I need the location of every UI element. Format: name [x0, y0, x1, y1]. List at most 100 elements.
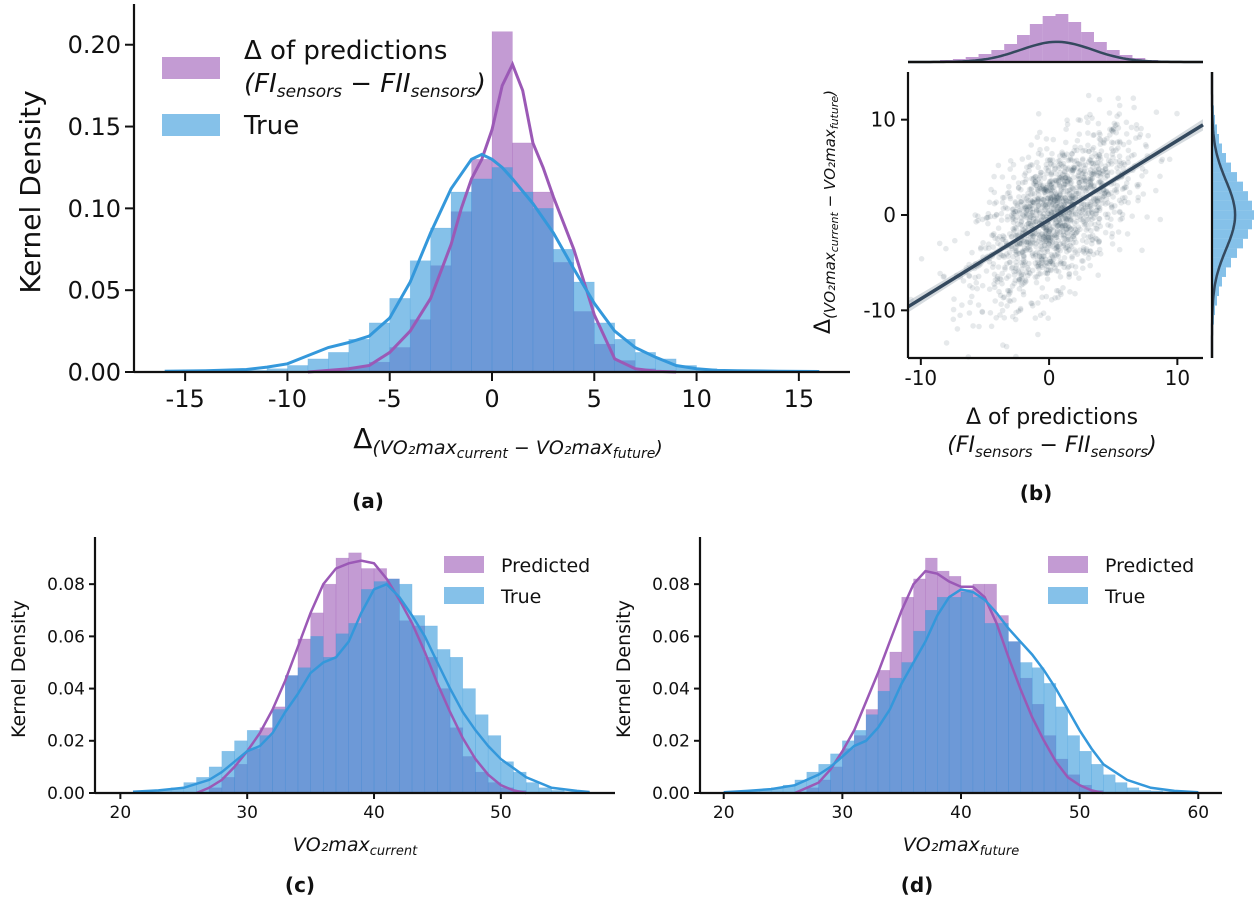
scatter-point — [1012, 247, 1018, 254]
scatter-point — [1040, 187, 1047, 194]
hist-bar — [594, 322, 615, 373]
scatter-point — [1076, 169, 1082, 175]
scatter-point — [1053, 234, 1059, 241]
y-tick-label: 0.04 — [652, 680, 690, 700]
hist-bar — [450, 191, 472, 373]
scatter-point — [1087, 157, 1094, 164]
scatter-point — [1070, 233, 1076, 240]
x-tick-label: 30 — [236, 803, 258, 823]
scatter-point — [1069, 262, 1075, 269]
scatter-point — [1049, 196, 1056, 202]
scatter-point — [1051, 208, 1058, 214]
scatter-point — [1051, 198, 1057, 205]
scatter-point — [1055, 179, 1062, 186]
scatter-point — [1077, 175, 1083, 182]
scatter-point — [1100, 170, 1106, 177]
scatter-point — [1070, 166, 1077, 172]
hist-bar — [471, 178, 493, 373]
scatter-point — [1091, 182, 1098, 189]
hist-bar — [373, 581, 387, 794]
scatter-point — [943, 340, 950, 346]
marginal-right-bar — [1212, 210, 1254, 220]
scatter-point — [1013, 309, 1019, 316]
scatter-point — [1024, 264, 1031, 271]
scatter-point — [1042, 202, 1049, 209]
scatter-point — [1018, 214, 1025, 221]
scatter-point — [1105, 169, 1111, 175]
scatter-point — [1082, 181, 1088, 187]
scatter-point — [1019, 276, 1025, 282]
scatter-point — [1052, 197, 1058, 204]
scatter-point — [1119, 215, 1125, 222]
scatter-point — [1101, 137, 1108, 143]
scatter-point — [1039, 294, 1045, 301]
scatter-point — [1013, 268, 1019, 274]
scatter-point — [1029, 203, 1035, 209]
scatter-point — [1027, 203, 1034, 209]
scatter-point — [1096, 246, 1103, 253]
scatter-point — [1096, 207, 1103, 214]
scatter-point — [1166, 156, 1173, 163]
scatter-point — [1009, 283, 1016, 289]
scatter-point — [974, 285, 980, 292]
scatter-point — [1038, 186, 1044, 192]
scatter-point — [1057, 169, 1064, 176]
scatter-point — [1038, 253, 1045, 260]
scatter-point — [950, 306, 957, 313]
scatter-point — [1108, 190, 1115, 196]
scatter-point — [1072, 195, 1079, 201]
scatter-point — [1036, 250, 1043, 256]
scatter-point — [1092, 235, 1099, 242]
hist-bar — [960, 591, 974, 794]
x-tick-label: 20 — [713, 803, 735, 823]
scatter-point — [1118, 160, 1124, 167]
scatter-point — [1095, 155, 1102, 162]
scatter-point — [1087, 199, 1093, 205]
scatter-point — [1098, 197, 1105, 203]
scatter-point — [1047, 199, 1054, 205]
scatter-point — [1060, 260, 1067, 267]
scatter-point — [997, 242, 1004, 248]
scatter-point — [1029, 162, 1035, 168]
x-tick-label: -10 — [268, 385, 307, 413]
scatter-point — [1016, 276, 1023, 282]
marginal-top-bar — [1042, 16, 1056, 62]
scatter-point — [1089, 240, 1095, 247]
scatter-point — [1065, 166, 1071, 173]
scatter-point — [1069, 194, 1075, 201]
scatter-point — [1052, 202, 1058, 209]
scatter-point — [1142, 142, 1149, 148]
scatter-point — [1047, 178, 1054, 184]
scatter-point — [995, 264, 1002, 270]
scatter-point — [1010, 215, 1016, 221]
scatter-point — [1007, 231, 1013, 237]
scatter-point — [1105, 157, 1112, 164]
scatter-point — [1012, 277, 1019, 284]
scatter-point — [1014, 202, 1020, 208]
scatter-point — [1014, 255, 1021, 262]
scatter-point — [1099, 194, 1106, 200]
scatter-point — [1065, 223, 1071, 229]
x-axis-title-sub: (FIsensors − FIIsensors) — [947, 433, 1156, 461]
scatter-point — [994, 276, 1000, 282]
scatter-point — [1081, 232, 1087, 239]
marginal-right-bar — [1212, 124, 1217, 134]
scatter-point — [1032, 219, 1038, 226]
scatter-point — [1059, 224, 1065, 230]
scatter-point — [1076, 208, 1082, 215]
scatter-point — [1047, 187, 1054, 194]
scatter-point — [1015, 268, 1022, 274]
scatter-point — [1115, 125, 1122, 131]
scatter-point — [1128, 124, 1135, 131]
scatter-point — [1113, 187, 1120, 193]
scatter-point — [1116, 102, 1123, 109]
scatter-point — [1093, 225, 1099, 232]
scatter-point — [1054, 222, 1060, 229]
scatter-point — [1025, 220, 1032, 227]
scatter-point — [1113, 129, 1119, 136]
scatter-point — [1064, 236, 1070, 243]
scatter-point — [1080, 170, 1087, 176]
scatter-point — [1057, 258, 1064, 265]
scatter-point — [1105, 222, 1111, 228]
scatter-point — [1046, 228, 1052, 234]
